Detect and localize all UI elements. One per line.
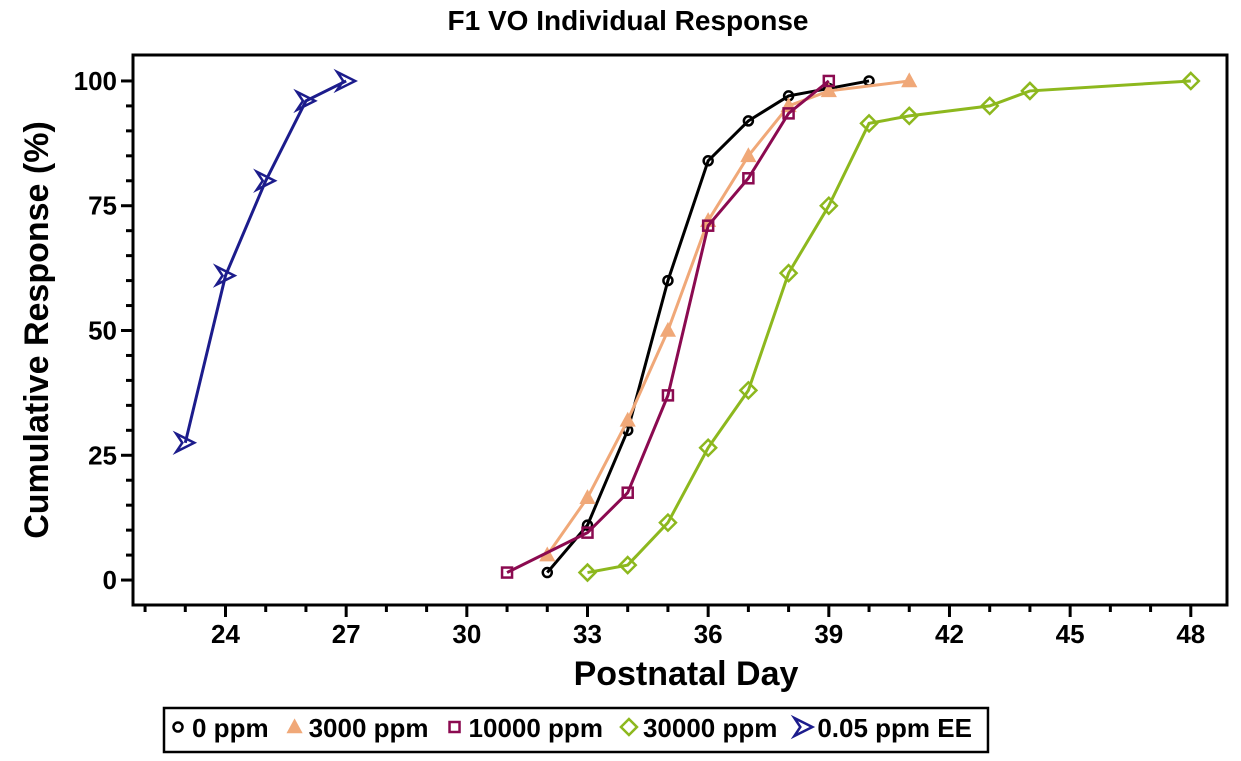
marker [293, 88, 318, 114]
marker [579, 489, 596, 504]
series-line [546, 79, 870, 574]
marker [1181, 71, 1201, 91]
marker [782, 107, 795, 120]
series-line [506, 79, 830, 574]
marker [581, 526, 594, 539]
marker [253, 168, 278, 193]
marker [819, 195, 839, 216]
series-line [587, 79, 1191, 575]
marker [701, 219, 715, 232]
marker [619, 411, 636, 427]
marker [659, 321, 677, 337]
x-tick-label: 24 [211, 619, 240, 649]
marker [899, 106, 920, 126]
y-axis-label: Cumulative Response (%) [18, 121, 56, 539]
marker [658, 512, 678, 533]
marker [742, 172, 755, 185]
x-tick-label: 30 [452, 619, 481, 649]
y-tick-label: 75 [88, 191, 117, 221]
marker [172, 721, 184, 733]
series-line [183, 79, 347, 444]
x-axis-label: Postnatal Day [574, 655, 799, 693]
marker [448, 720, 461, 734]
marker [212, 263, 238, 288]
marker [901, 72, 918, 88]
marker [979, 96, 1000, 116]
marker [661, 389, 675, 402]
marker [1020, 81, 1040, 101]
chart-title: F1 VO Individual Response [448, 5, 809, 36]
marker [619, 717, 639, 737]
legend: 0 ppm 3000 ppm 10000 ppm 30000 ppm 0.05 ppm … [162, 706, 990, 754]
y-tick-label: 0 [103, 565, 117, 595]
marker [698, 438, 718, 458]
marker [286, 718, 303, 734]
marker [541, 566, 554, 579]
legend-box [162, 706, 990, 754]
marker [617, 555, 638, 575]
legend-label: 10000 ppm [469, 713, 603, 743]
x-tick-label: 45 [1056, 619, 1085, 649]
marker [859, 113, 879, 134]
plot-frame [131, 53, 1229, 607]
legend-label: 3000 ppm [309, 713, 429, 743]
legend-label: 0 ppm [192, 713, 269, 743]
x-tick-label: 36 [694, 619, 723, 649]
x-tick-label: 48 [1176, 619, 1205, 649]
y-tick-label: 50 [88, 315, 117, 345]
marker [778, 263, 799, 283]
y-tick-label: 100 [74, 66, 117, 96]
x-tick-label: 42 [935, 619, 964, 649]
marker [790, 714, 816, 740]
marker [172, 430, 198, 456]
x-tick-label: 33 [573, 619, 602, 649]
y-tick-label: 25 [88, 440, 117, 470]
marker [581, 519, 594, 531]
marker [500, 566, 514, 579]
x-tick-label: 39 [814, 619, 843, 649]
marker [738, 380, 759, 401]
legend-label: 30000 ppm [643, 713, 777, 743]
x-tick-label: 27 [332, 619, 361, 649]
marker [702, 155, 714, 167]
marker [662, 274, 674, 287]
marker [742, 115, 755, 127]
marker [822, 74, 836, 88]
legend-label: 0.05 ppm EE [817, 713, 972, 743]
marker [740, 147, 757, 163]
marker [333, 68, 358, 94]
marker [621, 486, 634, 499]
marker [820, 82, 837, 98]
marker [577, 562, 598, 583]
